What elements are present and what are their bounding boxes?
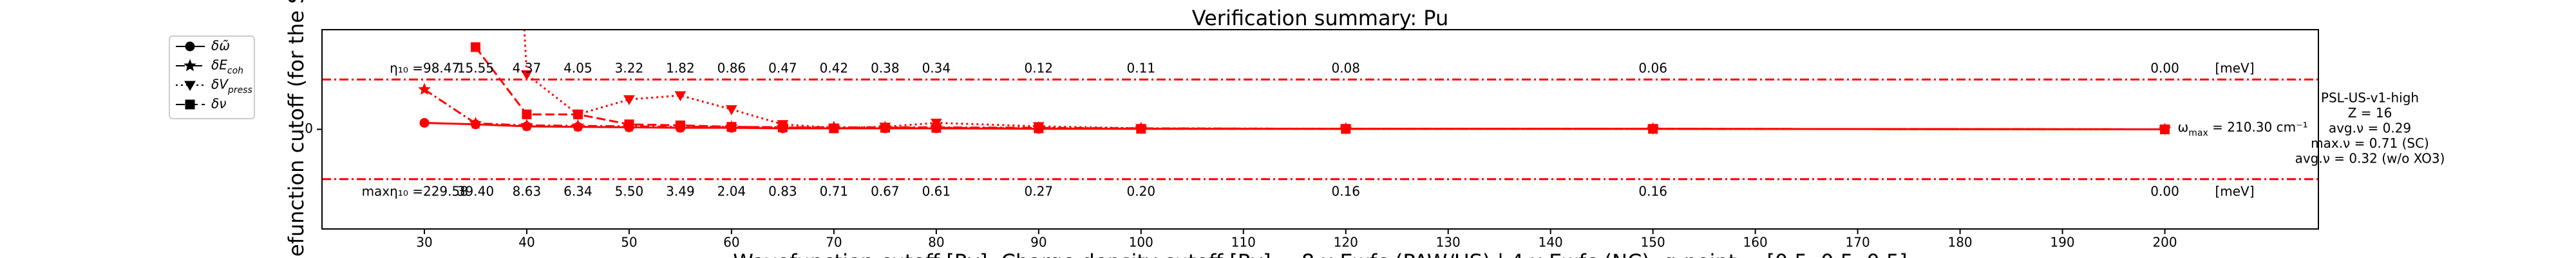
max-eta-label: 0.16 bbox=[1331, 184, 1360, 199]
eta-label: 0.06 bbox=[1638, 61, 1667, 76]
eta-label: 0.12 bbox=[1025, 61, 1054, 76]
max-eta-label: 0.83 bbox=[768, 184, 797, 199]
max-eta-label: 0.16 bbox=[1638, 184, 1667, 199]
max-eta-label: 0.20 bbox=[1127, 184, 1156, 199]
eta-label: 0.86 bbox=[717, 61, 746, 76]
marker bbox=[880, 123, 890, 133]
x-tick-label: 90 bbox=[1030, 235, 1046, 250]
max-eta-label: 0.71 bbox=[820, 184, 849, 199]
marker bbox=[674, 91, 687, 101]
max-eta-label: 6.34 bbox=[564, 184, 592, 199]
eta-label: 0.08 bbox=[1331, 61, 1360, 76]
info-line: max.ν = 0.71 (SC) bbox=[2311, 135, 2429, 151]
legend-label: δν bbox=[211, 96, 226, 112]
plot-area bbox=[322, 30, 2318, 181]
max-eta-label: 229.58 bbox=[423, 184, 468, 199]
x-tick-label: 50 bbox=[621, 235, 637, 250]
info-line: avg.ν = 0.32 (w/o XO3) bbox=[2295, 151, 2445, 166]
marker bbox=[726, 105, 737, 115]
max-eta-label: 3.49 bbox=[666, 184, 695, 199]
marker bbox=[573, 109, 583, 119]
x-tick-label: 130 bbox=[1436, 235, 1461, 250]
eta-label: 0.42 bbox=[820, 61, 849, 76]
legend-marker bbox=[184, 59, 196, 72]
marker bbox=[522, 109, 532, 119]
eta-label: 98.47 bbox=[423, 61, 460, 76]
eta-label: 1.82 bbox=[666, 61, 695, 76]
eta-label: 4.05 bbox=[564, 61, 592, 76]
eta-label: 0.38 bbox=[871, 61, 900, 76]
marker bbox=[418, 83, 431, 95]
eta-unit: [meV] bbox=[2215, 61, 2254, 76]
marker bbox=[1341, 124, 1351, 134]
x-tick-label: 30 bbox=[416, 235, 432, 250]
marker bbox=[829, 123, 839, 134]
x-tick-label: 180 bbox=[1947, 235, 1972, 250]
marker bbox=[1034, 123, 1044, 134]
max-eta-label: 8.63 bbox=[513, 184, 542, 199]
marker bbox=[521, 70, 533, 81]
x-axis-label: Wavefunction cutoff [Ry]; Charge density… bbox=[733, 250, 1907, 258]
chart-title: Verification summary: Pu bbox=[1192, 6, 1449, 30]
max-eta-label: 0.00 bbox=[2150, 184, 2179, 199]
x-tick-label: 70 bbox=[826, 235, 842, 250]
marker bbox=[470, 42, 480, 52]
max-eta-label: 0.67 bbox=[871, 184, 900, 199]
eta-label: 0.47 bbox=[768, 61, 797, 76]
x-tick-label: 40 bbox=[518, 235, 535, 250]
info-line: PSL-US-v1-high bbox=[2321, 90, 2419, 106]
x-tick-label: 110 bbox=[1231, 235, 1256, 250]
legend-marker bbox=[185, 41, 195, 52]
max-eta-label: 5.50 bbox=[615, 184, 644, 199]
x-tick-label: 150 bbox=[1641, 235, 1665, 250]
x-tick-label: 80 bbox=[928, 235, 944, 250]
info-line: Z = 16 bbox=[2348, 105, 2392, 121]
legend-marker bbox=[185, 99, 195, 110]
marker bbox=[520, 118, 533, 131]
legend-box bbox=[169, 35, 255, 119]
marker bbox=[571, 119, 585, 132]
y-tick-label: 0 bbox=[305, 121, 313, 136]
x-tick-label: 190 bbox=[2050, 235, 2074, 250]
legend-marker bbox=[184, 81, 196, 92]
max-eta-label: 0.27 bbox=[1025, 184, 1054, 199]
max-eta-label: 0.61 bbox=[922, 184, 951, 199]
x-tick-label: 120 bbox=[1334, 235, 1358, 250]
x-tick-label: 200 bbox=[2152, 235, 2177, 250]
eta-label: 4.37 bbox=[513, 61, 542, 76]
eta-label: 0.11 bbox=[1127, 61, 1156, 76]
marker bbox=[675, 120, 685, 130]
max-eta-prefix: maxη₁₀ = bbox=[362, 184, 423, 199]
max-eta-label: 2.04 bbox=[717, 184, 746, 199]
legend-label: δω̃ bbox=[211, 38, 230, 54]
marker bbox=[726, 122, 737, 132]
eta-label: 0.34 bbox=[922, 61, 951, 76]
eta-label: 15.55 bbox=[457, 61, 494, 76]
marker bbox=[1648, 124, 1658, 134]
marker bbox=[1136, 124, 1146, 134]
x-tick-label: 100 bbox=[1129, 235, 1153, 250]
marker bbox=[624, 119, 634, 130]
max-eta-unit: [meV] bbox=[2215, 184, 2254, 199]
eta-label: 3.22 bbox=[615, 61, 644, 76]
x-tick-label: 140 bbox=[1539, 235, 1563, 250]
max-eta-label: 39.40 bbox=[457, 184, 494, 199]
y-axis-label: efunction cutoff (for the SSSP bbox=[284, 0, 308, 257]
marker bbox=[2160, 124, 2170, 134]
marker bbox=[419, 117, 430, 128]
marker bbox=[623, 95, 635, 106]
info-line: avg.ν = 0.29 bbox=[2329, 121, 2411, 136]
x-tick-label: 60 bbox=[723, 235, 739, 250]
marker bbox=[931, 123, 942, 133]
marker bbox=[777, 122, 788, 132]
eta-prefix: η₁₀ = bbox=[390, 61, 423, 76]
marker bbox=[469, 116, 482, 129]
eta-label: 0.00 bbox=[2150, 61, 2179, 76]
x-tick-label: 160 bbox=[1743, 235, 1768, 250]
x-tick-label: 170 bbox=[1846, 235, 1870, 250]
